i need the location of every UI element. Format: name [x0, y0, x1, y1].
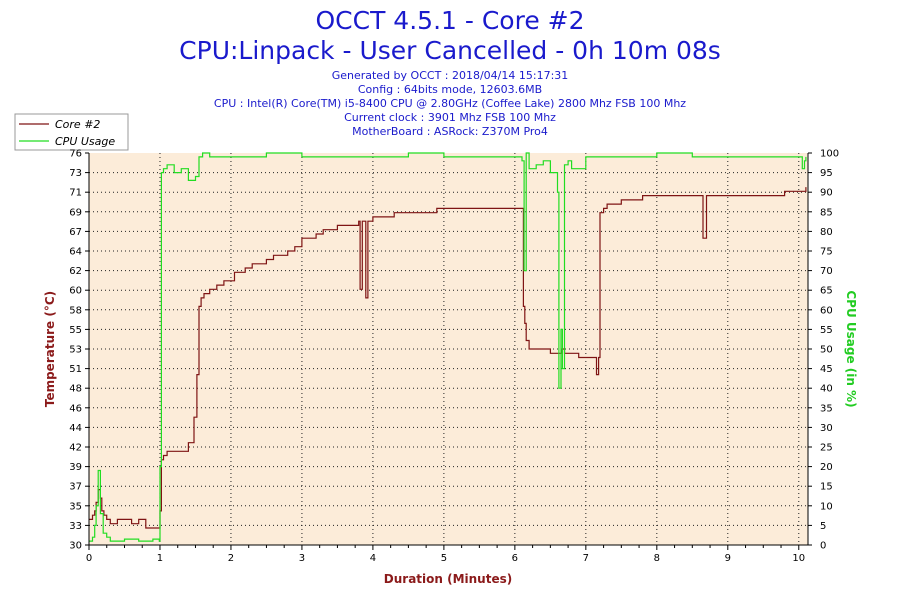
- y-right-tick-label: 15: [820, 482, 833, 493]
- y-left-tick-label: 46: [69, 403, 82, 414]
- legend-label-core2: Core #2: [55, 118, 100, 131]
- legend: Core #2 CPU Usage: [14, 113, 129, 151]
- info-generated: Generated by OCCT : 2018/04/14 15:17:31: [332, 69, 569, 82]
- y-left-tick-label: 55: [69, 325, 82, 336]
- y-right-tick-label: 20: [820, 462, 833, 473]
- y-left-tick-label: 48: [69, 384, 82, 395]
- y-left-tick-label: 30: [69, 541, 82, 552]
- y-left-tick-label: 69: [69, 207, 82, 218]
- y-left-tick-label: 62: [69, 266, 82, 277]
- y-left-tick-label: 39: [69, 462, 82, 473]
- y-left-tick-label: 60: [69, 286, 82, 297]
- y-right-tick-label: 50: [820, 345, 833, 356]
- y-right-tick-label: 65: [820, 286, 833, 297]
- legend-label-cpu-usage: CPU Usage: [55, 135, 115, 148]
- y-left-tick-label: 44: [69, 423, 82, 434]
- info-cpu: CPU : Intel(R) Core(TM) i5-8400 CPU @ 2.…: [214, 97, 686, 110]
- info-clock: Current clock : 3901 Mhz FSB 100 Mhz: [344, 111, 556, 124]
- y-right-tick-label: 0: [820, 541, 826, 552]
- x-tick-label: 9: [725, 553, 731, 564]
- y-left-tick-label: 42: [69, 443, 82, 454]
- y-left-tick-label: 37: [69, 482, 82, 493]
- x-tick-label: 2: [228, 553, 234, 564]
- info-config: Config : 64bits mode, 12603.6MB: [358, 83, 542, 96]
- y-left-tick-label: 67: [69, 227, 82, 238]
- y-right-tick-label: 35: [820, 403, 833, 414]
- y-left-tick-label: 51: [69, 364, 82, 375]
- y-left-tick-label: 33: [69, 521, 82, 532]
- x-tick-label: 10: [792, 553, 805, 564]
- y-left-tick-label: 73: [69, 168, 82, 179]
- y-left-tick-label: 76: [69, 149, 82, 160]
- x-tick-label: 4: [370, 553, 376, 564]
- legend-box: [14, 113, 129, 151]
- y-left-tick-label: 71: [69, 188, 82, 199]
- y-right-tick-label: 70: [820, 266, 833, 277]
- y-right-tick-label: 55: [820, 325, 833, 336]
- x-axis-label: Duration (Minutes): [384, 572, 512, 586]
- grid: [89, 153, 808, 545]
- y-right-tick-label: 85: [820, 207, 833, 218]
- y-right-tick-label: 75: [820, 247, 833, 258]
- y-right-tick-label: 30: [820, 423, 833, 434]
- y-right-tick-label: 25: [820, 443, 833, 454]
- x-tick-label: 1: [157, 553, 163, 564]
- plot-area: [89, 153, 808, 545]
- axes: 3033353739424446485153555860626467697173…: [69, 149, 839, 565]
- y-right-tick-label: 10: [820, 501, 833, 512]
- y-right-tick-label: 80: [820, 227, 833, 238]
- x-tick-label: 6: [512, 553, 518, 564]
- chart-title: OCCT 4.5.1 - Core #2: [316, 6, 585, 35]
- y-left-tick-label: 35: [69, 501, 82, 512]
- y-right-tick-label: 45: [820, 364, 833, 375]
- series-layer: [89, 152, 807, 542]
- y-right-tick-label: 5: [820, 521, 826, 532]
- y-left-tick-label: 64: [69, 247, 82, 258]
- y-axis-left-label: Temperature (°C): [43, 291, 57, 407]
- chart-subtitle: CPU:Linpack - User Cancelled - 0h 10m 08…: [179, 36, 721, 65]
- x-tick-label: 3: [299, 553, 305, 564]
- y-right-tick-label: 90: [820, 188, 833, 199]
- y-axis-right-label: CPU Usage (in %): [844, 290, 858, 407]
- y-left-tick-label: 58: [69, 305, 82, 316]
- y-right-tick-label: 100: [820, 149, 839, 160]
- y-right-tick-label: 60: [820, 305, 833, 316]
- y-right-tick-label: 40: [820, 384, 833, 395]
- x-tick-label: 5: [441, 553, 447, 564]
- info-motherboard: MotherBoard : ASRock: Z370M Pro4: [352, 125, 548, 138]
- x-tick-label: 7: [583, 553, 589, 564]
- x-tick-label: 8: [654, 553, 660, 564]
- info-block: Generated by OCCT : 2018/04/14 15:17:31 …: [214, 69, 686, 138]
- y-right-tick-label: 95: [820, 168, 833, 179]
- series-line-cpu-usage: [89, 152, 807, 542]
- y-left-tick-label: 53: [69, 345, 82, 356]
- x-tick-label: 0: [86, 553, 92, 564]
